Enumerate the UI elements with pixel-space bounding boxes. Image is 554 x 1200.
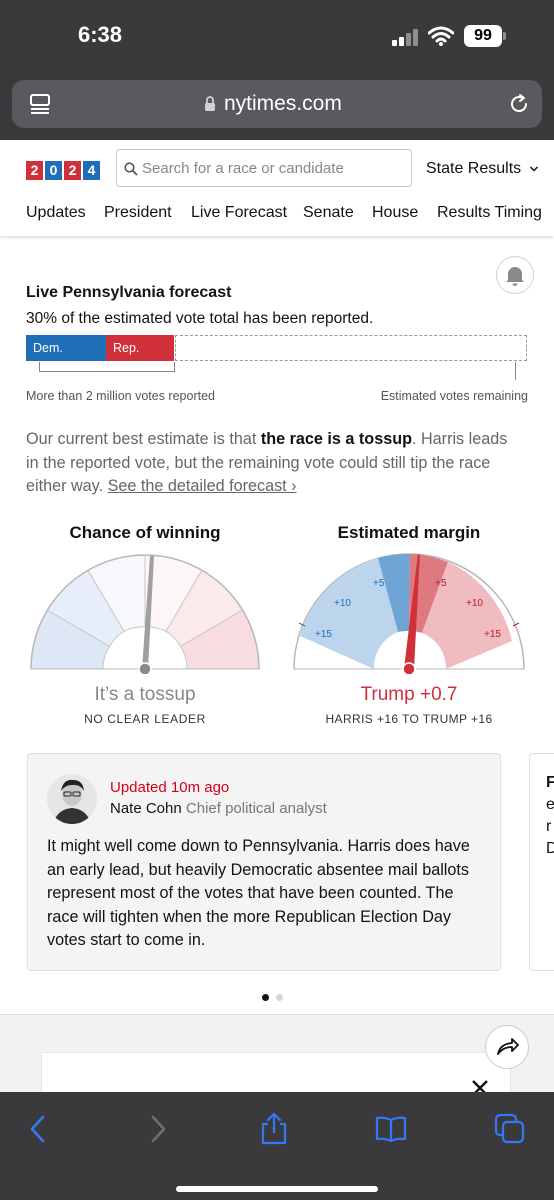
tab-president[interactable]: President — [104, 204, 172, 221]
bell-icon — [506, 267, 524, 286]
update-card[interactable] — [27, 753, 501, 971]
margin-gauge-needle — [404, 554, 420, 670]
margin-gauge-title: Estimated margin — [337, 523, 481, 542]
dem-bar-label: Dem. — [33, 341, 63, 355]
updated-timestamp: Updated 10m ago — [110, 779, 230, 796]
chance-gauge-segments — [30, 554, 260, 670]
battery-icon: 99 — [464, 25, 502, 47]
lock-icon — [205, 96, 215, 111]
remaining-bracket — [515, 362, 516, 380]
margin-tick-left: +5 — [373, 578, 385, 589]
forward-icon[interactable] — [140, 1112, 174, 1146]
state-results-dropdown[interactable]: State Results — [426, 160, 539, 178]
estimate-text-bold: the race is a tossup — [260, 430, 412, 448]
tabs-icon[interactable] — [493, 1112, 527, 1146]
margin-tick-mark — [298, 622, 306, 627]
status-time: 6:38 — [78, 22, 123, 47]
rep-bar-label: Rep. — [113, 341, 140, 355]
carousel-dot[interactable] — [276, 994, 283, 1001]
url-text[interactable]: nytimes.com — [224, 92, 342, 115]
next-card-char: F — [546, 772, 554, 794]
next-card-char: D — [546, 838, 554, 860]
home-indicator — [176, 1186, 378, 1192]
margin-gauge-pivot — [402, 662, 416, 674]
reported-bracket — [39, 362, 175, 372]
detailed-forecast-link[interactable]: See the detailed forecast › — [107, 477, 297, 495]
chance-gauge-title: Chance of winning — [69, 523, 221, 542]
estimate-text-post: . Harris leads in the reported vote, but… — [26, 430, 508, 495]
battery-tip — [503, 32, 506, 40]
chevron-down-icon — [529, 166, 538, 172]
section-divider — [0, 1014, 554, 1015]
cellular-signal-icon — [392, 28, 422, 46]
author-name[interactable]: Nate Cohn — [110, 800, 182, 817]
next-update-card[interactable]: F e r D — [529, 753, 554, 971]
dem-vote-bar — [26, 335, 106, 361]
margin-gauge: +5 +10 +15 +5 +10 +15 — [293, 553, 525, 674]
tab-senate[interactable]: Senate — [303, 204, 354, 221]
chance-gauge-needle — [142, 556, 154, 669]
margin-tick-right: +15 — [484, 629, 501, 640]
chance-gauge — [30, 554, 260, 674]
logo-digit[interactable]: 4 — [83, 161, 100, 180]
margin-result: Trump +0.7 — [360, 684, 458, 705]
tab-house[interactable]: House — [372, 204, 419, 221]
carousel-dot-active[interactable] — [262, 994, 269, 1001]
bookmarks-icon[interactable] — [374, 1112, 408, 1146]
margin-tick-mark — [512, 622, 520, 627]
share-icon[interactable] — [257, 1112, 291, 1146]
search-icon — [124, 162, 138, 176]
url-bar[interactable] — [12, 80, 542, 128]
chance-gauge-pivot — [138, 662, 152, 674]
author-photo — [47, 774, 97, 824]
margin-tick-left: +15 — [315, 629, 332, 640]
next-card-text: F e r D — [546, 772, 554, 860]
author-line: Nate Cohn Chief political analyst — [110, 800, 327, 817]
search-box — [116, 149, 412, 187]
reader-mode-icon[interactable] — [30, 94, 50, 114]
margin-gauge-distribution — [300, 553, 512, 669]
margin-tick-left: +10 — [334, 598, 351, 609]
back-icon[interactable] — [22, 1112, 56, 1146]
tab-updates[interactable]: Updates — [26, 204, 86, 221]
chance-result: It’s a tossup — [94, 684, 196, 705]
forecast-subtitle: 30% of the estimated vote total has been… — [26, 310, 374, 327]
browser-toolbar — [0, 1092, 554, 1200]
reported-votes-label: More than 2 million votes reported — [26, 389, 215, 403]
update-text: It might well come down to Pennsylvania.… — [47, 837, 470, 949]
tab-results-timing[interactable]: Results Timing — [437, 204, 542, 221]
chance-caption: NO CLEAR LEADER — [84, 712, 206, 726]
share-arrow-icon — [497, 1038, 519, 1055]
wifi-icon — [428, 26, 454, 46]
logo-digit[interactable]: 0 — [45, 161, 62, 180]
tab-live-forecast[interactable]: Live Forecast — [191, 204, 288, 221]
search-input[interactable] — [142, 150, 407, 186]
logo-digit[interactable]: 2 — [26, 161, 43, 180]
remaining-vote-bar — [175, 335, 527, 361]
forecast-title: Live Pennsylvania forecast — [26, 284, 232, 301]
avatar — [47, 774, 97, 824]
chance-gauge-outline — [30, 554, 260, 670]
reload-icon[interactable] — [508, 93, 530, 115]
estimate-paragraph: Our current best estimate is that the ra… — [26, 428, 516, 499]
author-role: Chief political analyst — [185, 800, 327, 817]
margin-tick-right: +5 — [435, 578, 447, 589]
state-results-label: State Results — [426, 160, 522, 177]
next-card-char: e — [546, 794, 554, 816]
estimate-text-pre: Our current best estimate is that — [26, 430, 261, 448]
rep-vote-bar — [106, 335, 174, 361]
next-card-char: r — [546, 818, 552, 835]
margin-tick-right: +10 — [466, 598, 483, 609]
remaining-votes-label: Estimated votes remaining — [380, 389, 528, 403]
margin-caption: HARRIS +16 TO TRUMP +16 — [325, 712, 493, 726]
share-button[interactable] — [485, 1025, 529, 1069]
logo-digit[interactable]: 2 — [64, 161, 81, 180]
notification-button[interactable] — [496, 256, 534, 294]
